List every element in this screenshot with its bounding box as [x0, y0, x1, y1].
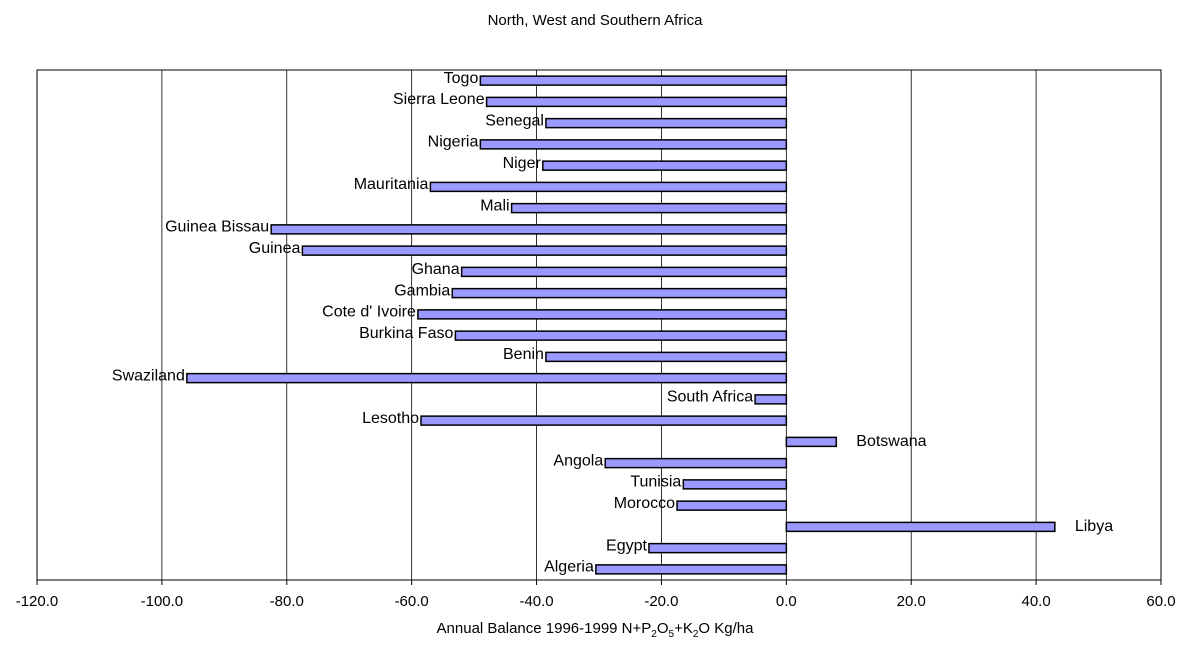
- bar-niger: [542, 160, 788, 171]
- bar-mali: [510, 202, 788, 214]
- category-label-swaziland: Swaziland: [112, 367, 185, 384]
- bar-swaziland: [186, 372, 788, 384]
- bar-algeria: [595, 564, 788, 575]
- category-label-guinea: Guinea: [249, 240, 301, 257]
- category-label-niger: Niger: [503, 155, 542, 172]
- category-label-gambia: Gambia: [394, 282, 450, 299]
- x-label-mid2: +K: [674, 620, 693, 637]
- category-label-burkina-faso: Burkina Faso: [359, 325, 453, 342]
- bar-south-africa: [754, 394, 788, 405]
- chart-title: North, West and Southern Africa: [487, 12, 703, 29]
- x-tick-label-7: 20.0: [897, 593, 926, 610]
- bar-botswana: [785, 436, 838, 448]
- bar-senegal: [545, 117, 788, 129]
- category-label-nigeria: Nigeria: [428, 134, 479, 151]
- category-label-senegal: Senegal: [485, 112, 544, 129]
- bar-cote-d-ivoire: [417, 309, 788, 320]
- bar-benin: [545, 351, 788, 363]
- category-label-guinea-bissau: Guinea Bissau: [165, 219, 269, 236]
- bar-tunisia: [682, 479, 788, 490]
- x-tick-label-9: 60.0: [1146, 593, 1175, 610]
- bar-gambia: [451, 287, 788, 299]
- category-label-sierra-leone: Sierra Leone: [393, 91, 485, 108]
- category-label-benin: Benin: [503, 346, 544, 363]
- category-label-algeria: Algeria: [544, 559, 594, 576]
- bar-guinea: [301, 245, 788, 256]
- bar-togo: [479, 75, 788, 86]
- category-label-morocco: Morocco: [614, 495, 675, 512]
- x-tick-label-6: 0.0: [776, 593, 797, 610]
- bar-lesotho: [420, 415, 788, 426]
- x-label-sub3: 2: [692, 629, 699, 640]
- category-label-ghana: Ghana: [412, 261, 460, 278]
- x-tick-label-0: -120.0: [16, 593, 59, 610]
- bar-burkina-faso: [454, 330, 788, 341]
- x-axis-label: Annual Balance 1996-1999 N+P2O5+K2O Kg/h…: [0, 620, 1190, 640]
- x-label-sub1: 2: [651, 629, 657, 640]
- category-label-cote-d-ivoire: Cote d' Ivoire: [322, 304, 416, 321]
- x-tick-labels: -120.0 -100.0 -80.0 -60.0 -40.0 -20.0 0.0 20.0 4…: [16, 593, 1176, 610]
- bar-egypt: [648, 542, 788, 554]
- category-label-egypt: Egypt: [606, 537, 647, 554]
- category-label-togo: Togo: [444, 70, 479, 87]
- bar-morocco: [676, 500, 788, 511]
- bar-mauritania: [429, 181, 788, 193]
- plot-area-border: [36, 69, 1162, 581]
- axes: [36, 69, 1162, 585]
- bar-guinea-bissau: [270, 224, 788, 235]
- category-label-south-africa: South Africa: [667, 389, 753, 406]
- category-label-botswana: Botswana: [856, 433, 926, 450]
- x-tick-label-3: -60.0: [395, 593, 429, 610]
- category-label-libya: Libya: [1075, 518, 1113, 535]
- category-label-angola: Angola: [553, 452, 603, 469]
- x-tick-label-5: -20.0: [644, 593, 678, 610]
- category-label-mali: Mali: [480, 197, 509, 214]
- x-tick-label-8: 40.0: [1022, 593, 1051, 610]
- bar-libya: [785, 521, 1056, 533]
- x-tick-label-1: -100.0: [141, 593, 184, 610]
- x-label-suffix: O Kg/ha: [698, 620, 754, 637]
- category-label-lesotho: Lesotho: [362, 410, 419, 427]
- x-tick-label-4: -40.0: [519, 593, 553, 610]
- bar-nigeria: [479, 139, 788, 150]
- bar-ghana: [460, 266, 788, 278]
- x-tick-label-2: -80.0: [270, 593, 304, 610]
- bar-sierra-leone: [485, 96, 788, 108]
- bar-angola: [604, 457, 788, 469]
- category-label-mauritania: Mauritania: [354, 176, 429, 193]
- x-label-prefix: Annual Balance 1996-1999 N+P: [436, 620, 652, 637]
- x-label-sub2: 5: [668, 629, 675, 640]
- bars: [186, 75, 1056, 575]
- category-label-tunisia: Tunisia: [630, 474, 681, 491]
- x-label-mid1: O: [656, 620, 669, 637]
